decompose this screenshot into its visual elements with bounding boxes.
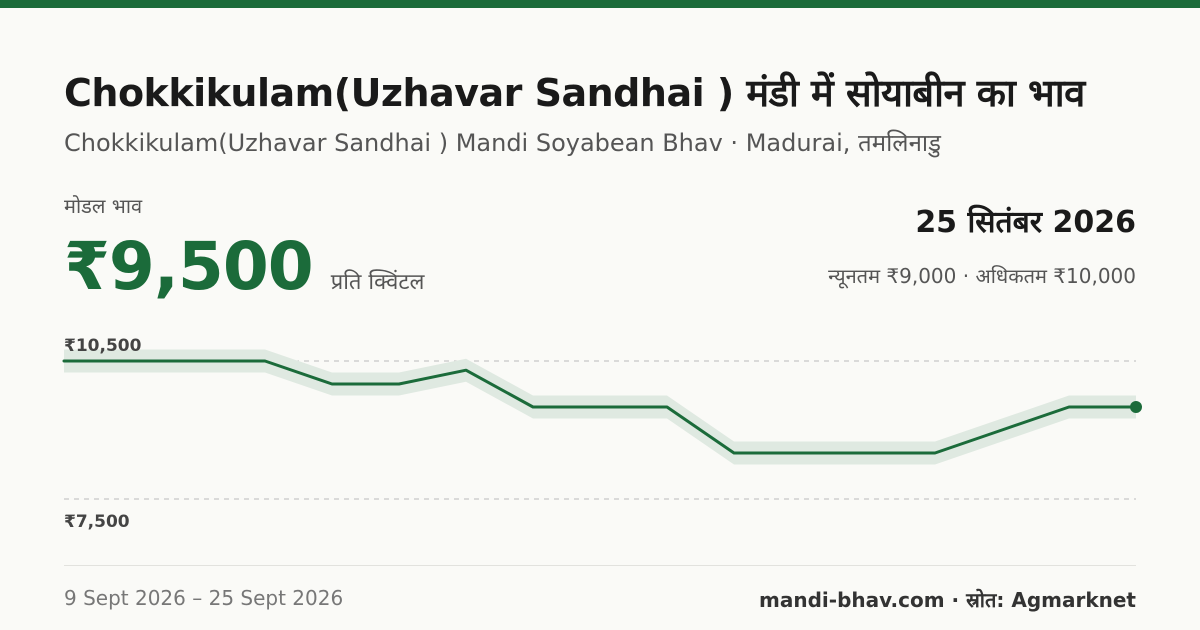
footer-date-range: 9 Sept 2026 – 25 Sept 2026 [64,586,344,610]
model-price-row: ₹9,500 प्रति क्विंटल [64,228,424,305]
y-tick-label: ₹10,500 [64,336,142,356]
page-subtitle: Chokkikulam(Uzhavar Sandhai ) Mandi Soya… [64,129,941,157]
price-line [62,359,1138,455]
footer-divider [64,565,1136,566]
min-max-range: न्यूनतम ₹9,000 · अधिकतम ₹10,000 [828,264,1136,288]
model-price-value: ₹9,500 [64,228,314,305]
latest-price-point [1130,401,1142,413]
price-date: 25 सितंबर 2026 [915,205,1136,240]
y-tick-label: ₹7,500 [64,512,130,532]
price-unit: प्रति क्विंटल [330,270,425,295]
page-title: Chokkikulam(Uzhavar Sandhai ) मंडी में स… [64,71,1085,115]
footer-source: mandi-bhav.com · स्रोत: Agmarknet [759,588,1136,612]
model-price-label: मोडल भाव [64,194,143,218]
top-accent-bar [0,0,1200,8]
